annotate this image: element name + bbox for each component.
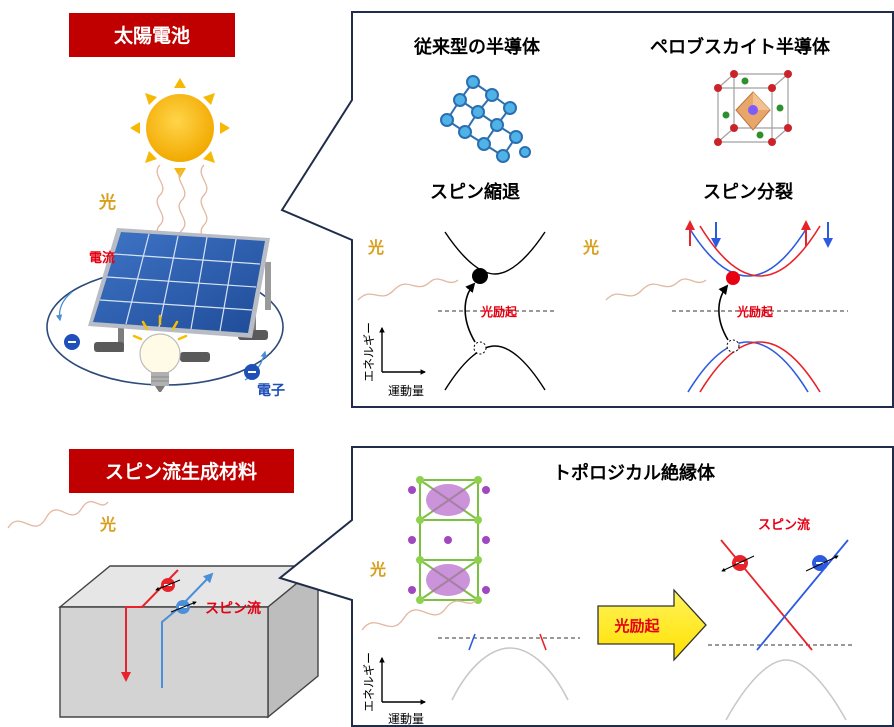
conventional-conduction-band <box>444 231 546 275</box>
top-axis-x-label: 運動量 <box>388 384 424 398</box>
perovskite-conduction-band-up <box>699 225 821 277</box>
topological-bulk-band-after <box>725 659 847 721</box>
perovskite-hole <box>726 339 740 353</box>
perovskite-crystal-icon <box>714 70 792 146</box>
slab-spin-down-electron <box>170 600 197 614</box>
topological-surface-state-up-before <box>539 633 547 651</box>
bottom-axis: エネルギー 運動量 <box>362 652 427 726</box>
perovskite-valence-band-down <box>687 341 809 393</box>
current-direction-arrow <box>55 291 73 322</box>
solar-panel <box>88 228 271 362</box>
photoexcitation-big-arrow-label: 光励起 <box>613 617 660 635</box>
perovskite-light-wave <box>605 278 707 301</box>
electron-label: 電子 <box>257 382 285 399</box>
electron-icon-right <box>244 364 260 380</box>
perovskite-band-diagram <box>687 225 821 393</box>
topological-light-wave <box>361 599 477 631</box>
conventional-crystal-icon <box>440 75 531 163</box>
top-axis-y-label: エネルギー <box>362 322 376 382</box>
photoexcitation-big-arrow: 光励起 <box>597 588 707 662</box>
conventional-hole <box>473 341 487 355</box>
topological-spin-down-electron <box>805 555 839 572</box>
spin-material-light-label: 光 <box>99 515 116 534</box>
conventional-valence-band <box>444 345 546 391</box>
bottom-axis-y-label: エネルギー <box>362 652 376 712</box>
material-slab <box>58 564 320 719</box>
topological-crystal-icon <box>408 476 490 604</box>
top-axis: エネルギー 運動量 <box>362 322 427 398</box>
topological-spin-up-electron <box>721 555 755 572</box>
solar-cell-banner-label: 太陽電池 <box>114 24 190 47</box>
perovskite-excited-electron <box>726 271 740 285</box>
solar-light-label: 光 <box>98 192 116 213</box>
conventional-excitation-arrow <box>464 282 476 343</box>
slab-spin-up-electron <box>155 578 181 592</box>
topological-callout-box <box>277 446 894 727</box>
light-bulb-icon <box>132 314 188 392</box>
topological-bulk-band-before <box>451 647 569 701</box>
conventional-band-diagram <box>444 231 546 391</box>
current-label: 電流 <box>89 250 115 266</box>
perovskite-subtitle: スピン分裂 <box>703 182 793 203</box>
perovskite-excitation-arrow <box>718 284 729 341</box>
conventional-light-label: 光 <box>367 238 384 257</box>
perovskite-light-label: 光 <box>582 238 599 257</box>
conventional-excited-electron <box>472 268 488 284</box>
topological-surface-state-down-before <box>468 633 476 651</box>
conventional-excitation-label: 光励起 <box>480 304 518 319</box>
solar-cell-banner: 太陽電池 <box>69 13 235 57</box>
spin-material-light-wave <box>7 501 109 529</box>
sun-icon <box>130 78 230 178</box>
topological-title: トポロジカル絶縁体 <box>553 462 716 484</box>
perovskite-excitation-label: 光励起 <box>736 304 774 319</box>
conventional-title: 従来型の半導体 <box>413 36 541 58</box>
perovskite-valence-band-up <box>699 341 821 393</box>
slab-spin-current-label: スピン流 <box>205 600 261 617</box>
spin-material-banner: スピン流生成材料 <box>69 449 294 493</box>
topological-light-label: 光 <box>369 560 386 579</box>
conventional-light-wave <box>357 278 459 301</box>
electron-icon-left <box>64 334 80 350</box>
conventional-subtitle: スピン縮退 <box>430 181 520 203</box>
perovskite-conduction-band-down <box>687 225 809 277</box>
perovskite-title: ペロブスカイト半導体 <box>650 36 831 58</box>
topological-spin-current-label: スピン流 <box>758 517 810 533</box>
spin-material-banner-label: スピン流生成材料 <box>105 460 257 483</box>
bottom-axis-x-label: 運動量 <box>388 712 424 726</box>
